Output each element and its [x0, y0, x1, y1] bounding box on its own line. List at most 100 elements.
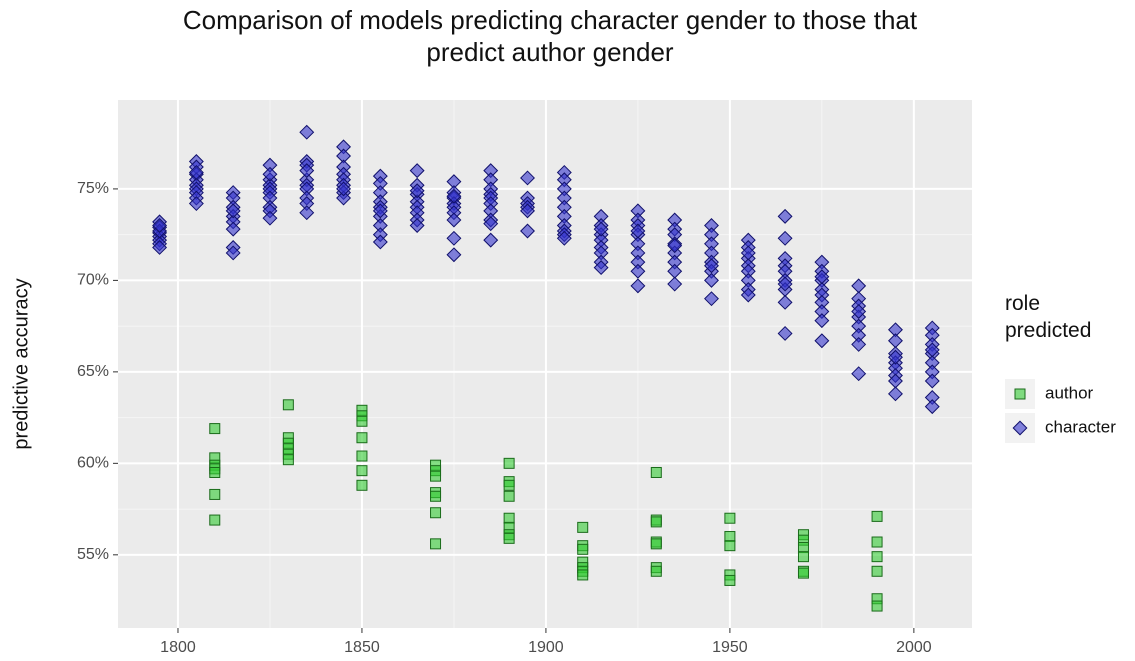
x-tick-label: 1900 — [528, 639, 564, 656]
point — [630, 263, 646, 279]
point — [372, 203, 388, 219]
point — [336, 181, 352, 197]
point — [814, 269, 830, 285]
point — [225, 203, 241, 219]
point — [446, 247, 462, 263]
point — [650, 565, 662, 577]
point — [924, 342, 940, 358]
x-tick-label: 1950 — [712, 639, 748, 656]
point — [446, 230, 462, 246]
point — [503, 532, 515, 544]
point — [430, 490, 442, 502]
y-tick-label: 65% — [77, 363, 109, 380]
point — [299, 124, 315, 140]
point — [209, 423, 221, 435]
point — [777, 208, 793, 224]
point — [814, 333, 830, 349]
point — [777, 294, 793, 310]
legend-title: role predicted — [1005, 292, 1092, 342]
point — [851, 336, 867, 352]
y-tick-label: 55% — [77, 546, 109, 563]
point — [152, 218, 168, 233]
point — [797, 542, 809, 554]
point — [409, 218, 425, 233]
point — [372, 234, 388, 250]
point — [924, 399, 940, 415]
point — [724, 540, 736, 552]
point — [724, 574, 736, 586]
point — [446, 212, 462, 228]
point — [430, 507, 442, 519]
point — [503, 479, 515, 491]
point — [336, 190, 352, 206]
point — [724, 531, 736, 543]
point — [704, 291, 719, 307]
point — [704, 272, 719, 288]
point — [1012, 420, 1028, 436]
point — [667, 238, 683, 254]
point — [630, 278, 646, 294]
point — [503, 490, 515, 502]
point — [430, 470, 442, 482]
point — [650, 538, 662, 550]
point — [188, 164, 204, 180]
point — [503, 457, 515, 469]
point — [704, 258, 719, 274]
point — [152, 240, 168, 255]
point — [630, 223, 646, 239]
point — [282, 399, 294, 411]
point — [356, 450, 368, 462]
point — [262, 166, 278, 182]
point — [650, 466, 662, 478]
point — [777, 325, 793, 341]
y-tick-label: 70% — [77, 272, 109, 289]
point — [430, 538, 442, 550]
point — [282, 454, 294, 466]
y-tick-label: 75% — [77, 180, 109, 197]
x-tick-label: 2000 — [896, 639, 932, 656]
point — [299, 205, 315, 221]
point — [797, 551, 809, 563]
point — [483, 232, 499, 248]
x-tick-label: 1800 — [160, 639, 196, 656]
point — [724, 512, 736, 524]
point — [871, 565, 883, 577]
point — [209, 466, 221, 478]
point — [888, 386, 903, 402]
point — [593, 260, 609, 276]
legend-label: character — [1045, 417, 1116, 436]
point — [797, 567, 809, 579]
point — [1014, 388, 1026, 400]
legend-label: author — [1045, 383, 1094, 402]
point — [356, 432, 368, 444]
point — [209, 514, 221, 526]
y-tick-label: 60% — [77, 455, 109, 472]
point — [225, 245, 241, 261]
point — [577, 543, 589, 555]
point — [777, 276, 793, 292]
point — [299, 163, 315, 179]
point — [740, 287, 756, 303]
point — [871, 510, 883, 522]
chart-title: Comparison of models predicting characte… — [182, 5, 918, 67]
point — [871, 600, 883, 612]
point — [520, 170, 535, 186]
point — [483, 216, 499, 232]
point — [667, 276, 683, 292]
point — [188, 196, 204, 212]
point — [409, 183, 425, 199]
point — [650, 516, 662, 528]
point — [577, 569, 589, 581]
point — [209, 488, 221, 500]
y-axis-label: predictive accuracy — [10, 278, 32, 449]
point — [356, 465, 368, 477]
point — [520, 223, 535, 239]
point — [356, 479, 368, 491]
point — [777, 230, 793, 246]
point — [740, 245, 756, 261]
point — [262, 210, 278, 226]
point — [520, 203, 535, 219]
point — [851, 366, 867, 382]
